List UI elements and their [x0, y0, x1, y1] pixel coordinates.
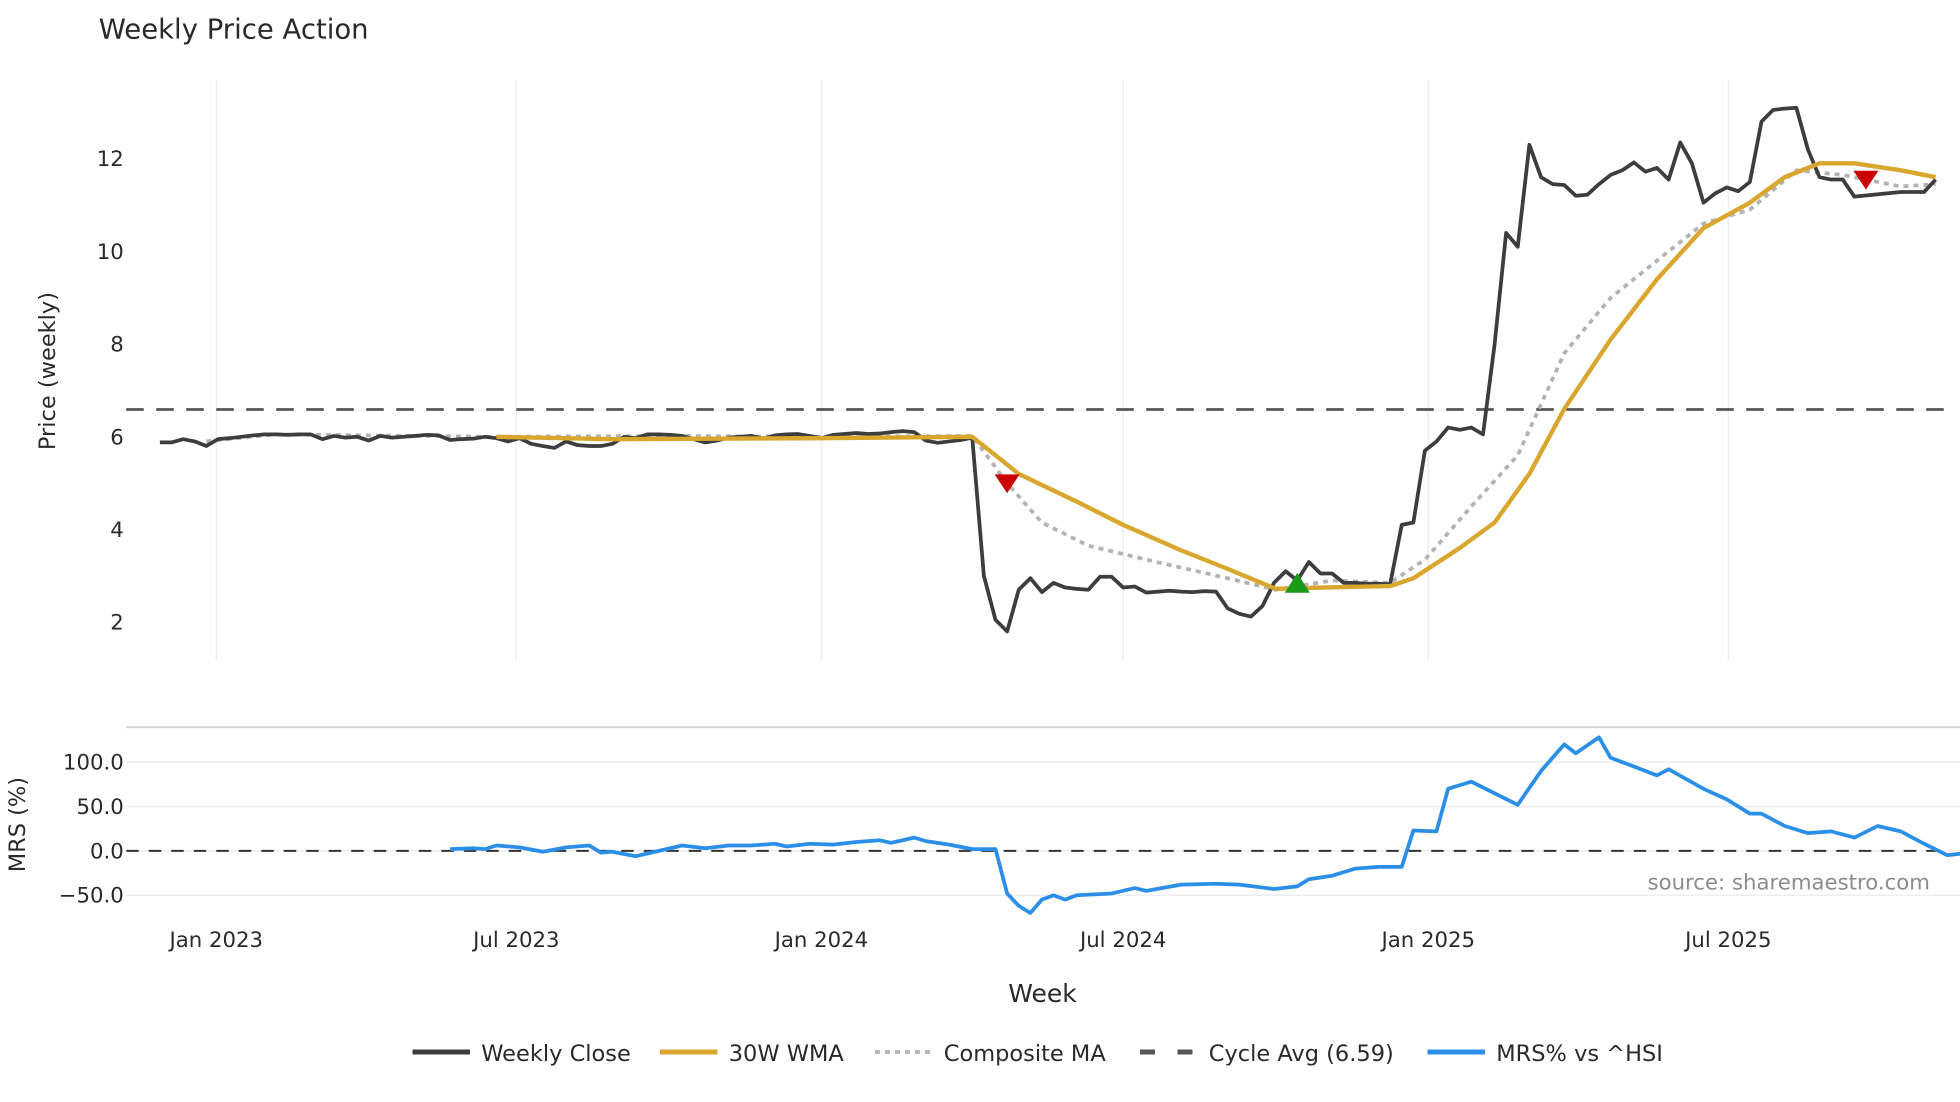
chart-title: Weekly Price Action	[99, 14, 369, 46]
legend-label: Cycle Avg (6.59)	[1209, 1041, 1394, 1067]
price-panel: 2 4 6 8 10 12 Price (weekly)	[35, 79, 1945, 660]
legend-label: Composite MA	[944, 1041, 1107, 1067]
legend-label: Weekly Close	[481, 1041, 631, 1067]
mrs-horizontal-gridlines: −50.0 0.0 50.0 100.0	[59, 751, 1960, 909]
wma-30w-line	[496, 161, 1937, 592]
legend-label: MRS% vs ^HSI	[1496, 1041, 1663, 1067]
x-tick-label: Jul 2023	[471, 928, 559, 953]
y-tick-label: 6	[110, 425, 124, 450]
y-tick-label: 2	[110, 611, 124, 636]
mrs-y-tick-label: 0.0	[90, 839, 124, 864]
price-vertical-gridlines	[215, 79, 1730, 660]
y-tick-label: 8	[110, 333, 124, 358]
x-tick-label: Jan 2023	[167, 928, 263, 953]
composite-ma-line	[206, 168, 1936, 592]
y-tick-label: 4	[110, 518, 124, 543]
x-axis-ticks: Jan 2023 Jul 2023 Jan 2024 Jul 2024 Jan 2025…	[167, 928, 1771, 953]
y-tick-label: 12	[97, 147, 124, 172]
weekly-close-line	[159, 105, 1937, 634]
mrs-y-tick-label: 50.0	[76, 795, 123, 820]
source-annotation: source: sharemaestro.com	[1648, 871, 1930, 896]
x-axis-label: Week	[1008, 979, 1077, 1008]
mrs-y-tick-label: −50.0	[59, 884, 124, 909]
x-tick-label: Jul 2024	[1078, 928, 1166, 953]
buy-signal-marker-icon	[1284, 572, 1310, 593]
mrs-y-axis-label: MRS (%)	[5, 777, 31, 872]
y-tick-label: 10	[97, 240, 124, 265]
x-tick-label: Jan 2024	[773, 928, 869, 953]
mrs-panel: −50.0 0.0 50.0 100.0 MRS (%) source: sharem…	[5, 726, 1960, 915]
price-y-axis-ticks: 2 4 6 8 10 12	[97, 147, 124, 636]
legend-label: 30W WMA	[729, 1041, 845, 1067]
mrs-y-tick-label: 100.0	[63, 751, 124, 776]
sell-signal-marker-icon	[994, 474, 1020, 494]
x-tick-label: Jul 2025	[1683, 928, 1771, 953]
signal-markers	[994, 170, 1879, 593]
x-tick-label: Jan 2025	[1379, 928, 1475, 953]
price-y-axis-label: Price (weekly)	[35, 292, 61, 450]
mrs-line	[449, 735, 1960, 915]
legend: Weekly Close 30W WMA Composite MA Cycle Avg…	[412, 1041, 1663, 1067]
sell-signal-marker-icon	[1853, 170, 1879, 190]
